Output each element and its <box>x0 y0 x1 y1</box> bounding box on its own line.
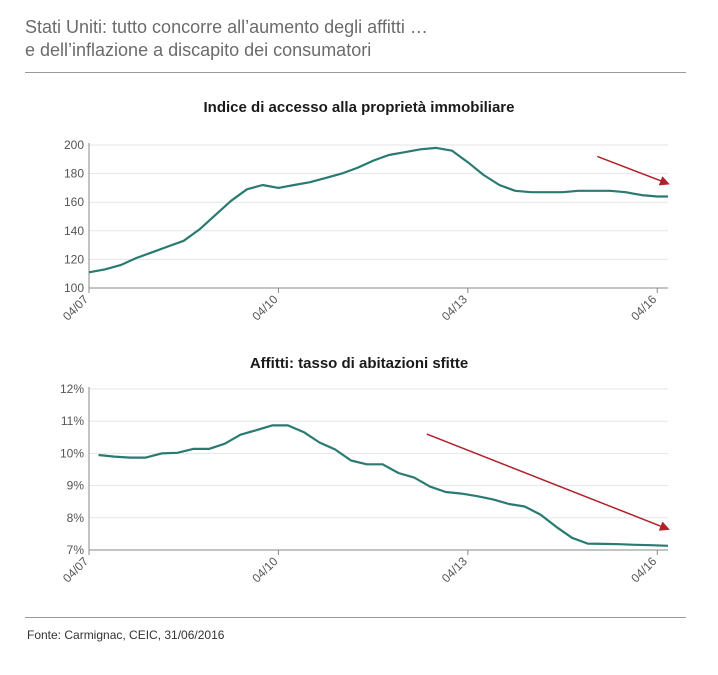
chart-2-title: Affitti: tasso di abitazioni sfitte <box>249 355 469 372</box>
headline-line-2: e dell’inflazione a discapito dei consum… <box>25 40 372 60</box>
y-tick-label: 120 <box>64 252 84 266</box>
y-tick-label: 160 <box>64 195 84 209</box>
headline-line-1: Stati Uniti: tutto concorre all’aumento … <box>25 17 428 37</box>
y-tick-label: 9% <box>67 479 85 493</box>
x-tick-label: 04/10 <box>249 292 280 323</box>
y-tick-label: 180 <box>64 167 84 181</box>
vacancy-chart: 7% 8% 9% 10% 11% 12% 04/07 04/10 04/13 04/16 <box>60 382 670 585</box>
series-line <box>88 146 668 274</box>
chart-1-title: Indice di accesso alla proprietà immobil… <box>203 99 515 116</box>
affordability-chart: 100 120 140 160 180 200 04/07 04/10 04/13 04/16 <box>60 138 670 323</box>
y-tick-label: 200 <box>64 138 84 152</box>
series-line <box>98 424 669 547</box>
trend-arrow <box>597 155 670 186</box>
y-tick-label: 140 <box>64 224 84 238</box>
x-tick-label: 04/07 <box>60 292 91 323</box>
y-tick-label: 12% <box>60 382 84 396</box>
x-tick-label: 04/10 <box>249 554 280 585</box>
y-tick-label: 8% <box>67 511 85 525</box>
x-tick-label: 04/13 <box>439 554 470 585</box>
bottom-divider <box>25 617 686 618</box>
y-tick-label: 11% <box>61 414 84 428</box>
source-note: Fonte: Carmignac, CEIC, 31/06/2016 <box>27 628 225 642</box>
x-tick-label: 04/13 <box>439 292 470 323</box>
x-tick-label: 04/16 <box>628 292 659 323</box>
y-tick-label: 7% <box>67 543 85 557</box>
y-tick-label: 100 <box>64 281 84 295</box>
trend-arrow <box>426 433 670 531</box>
top-divider <box>25 72 686 73</box>
x-tick-label: 04/16 <box>628 554 659 585</box>
headline: Stati Uniti: tutto concorre all’aumento … <box>25 16 428 62</box>
y-tick-label: 10% <box>60 446 84 460</box>
x-tick-label: 04/07 <box>60 554 91 585</box>
